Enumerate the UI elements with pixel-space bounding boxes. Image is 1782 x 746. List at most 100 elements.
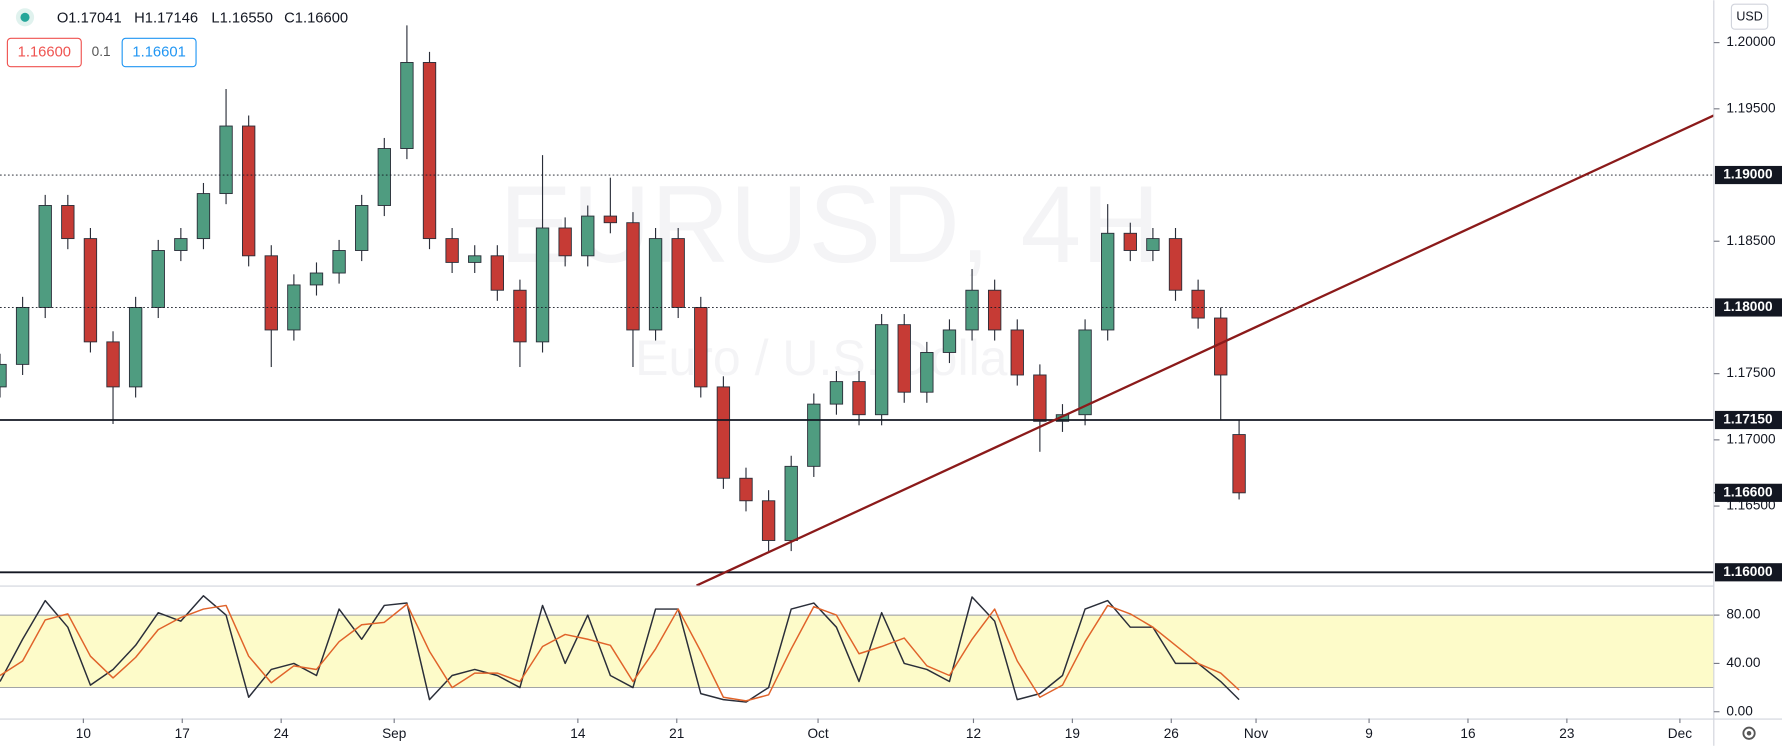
- candle-body: [1168, 238, 1183, 291]
- candle-body: [807, 403, 821, 467]
- buy-button[interactable]: [121, 37, 197, 68]
- trend-line: [696, 114, 1714, 586]
- candle-body: [61, 205, 75, 240]
- candle-body: [377, 148, 391, 206]
- candle-body: [1191, 289, 1205, 319]
- x-tick-label: 12: [966, 726, 981, 741]
- candle-body: [897, 324, 911, 393]
- last-price-label: 1.16600: [1723, 484, 1773, 499]
- candle-body: [1078, 329, 1092, 416]
- spread: 0.1: [92, 44, 111, 59]
- candle-body: [1232, 434, 1246, 494]
- x-tick-label: 17: [175, 726, 190, 741]
- candle-body: [83, 238, 98, 343]
- candle-body: [1123, 232, 1137, 251]
- candle-body: [174, 238, 188, 251]
- x-tick-label: Nov: [1244, 726, 1268, 741]
- y-tick-label: 1.17000: [1726, 431, 1776, 446]
- candle-body: [332, 250, 346, 274]
- candle-body: [558, 227, 572, 257]
- candle-body: [535, 227, 550, 343]
- gear-ring[interactable]: [1742, 726, 1756, 740]
- y-tick-label: 1.17500: [1726, 365, 1776, 380]
- candle-body: [626, 222, 640, 331]
- symbol-status-dot: [20, 12, 30, 22]
- ohlc-open: O1.17041: [57, 10, 122, 26]
- candle-body: [1055, 414, 1070, 422]
- ohlc-high: H1.17146: [134, 10, 198, 26]
- candle-body: [400, 62, 414, 149]
- x-tick-label: 23: [1559, 726, 1574, 741]
- x-tick-label: 16: [1460, 726, 1475, 741]
- candle-body: [513, 289, 527, 343]
- candle-body: [468, 255, 482, 263]
- y-tick-label: 80.00: [1726, 607, 1761, 622]
- level-label-box: [1714, 298, 1782, 317]
- stochastic-panel: [0, 595, 1714, 703]
- legend-header: O1.17041 H1.17146 L1.16550 C1.16600 1.16…: [6, 3, 1769, 740]
- y-tick-label: 0.00: [1726, 703, 1753, 718]
- sell-price[interactable]: 1.16600: [18, 44, 71, 60]
- candle-body: [987, 289, 1002, 331]
- x-tick-label: Sep: [382, 726, 406, 741]
- candle-body: [38, 205, 52, 308]
- oscillator-line: [0, 595, 1240, 703]
- oscillator-line: [0, 603, 1240, 702]
- candle-body: [942, 329, 957, 353]
- settings-gear[interactable]: [1742, 726, 1756, 740]
- candle-body: [355, 205, 369, 251]
- axis-labels: 1.200001.195001.185001.175001.170001.165…: [76, 34, 1782, 741]
- candle-body: [0, 363, 7, 388]
- candle-body: [694, 306, 708, 388]
- candle-body: [671, 238, 685, 308]
- x-tick-label: 26: [1164, 726, 1179, 741]
- candle-body: [1101, 232, 1115, 331]
- currency-button[interactable]: [1730, 3, 1769, 30]
- level-label: 1.17150: [1723, 412, 1773, 427]
- level-label: 1.19000: [1723, 167, 1773, 182]
- x-tick-label: Dec: [1668, 726, 1692, 741]
- last-price-box: [1714, 483, 1782, 502]
- ohlc-close: C1.16600: [284, 10, 348, 26]
- x-tick-label: 21: [669, 726, 684, 741]
- candle-body: [739, 477, 753, 502]
- y-tick-label: 1.19500: [1726, 100, 1776, 115]
- y-tick-label: 1.18500: [1726, 233, 1776, 248]
- candle-body: [761, 500, 776, 541]
- level-label-box: [1714, 165, 1782, 185]
- gear-hub[interactable]: [1746, 730, 1752, 736]
- candle-body: [241, 125, 256, 257]
- candle-body: [1010, 329, 1024, 376]
- x-tick-label: 9: [1365, 726, 1373, 741]
- candle-body: [581, 215, 595, 257]
- candle-body: [648, 238, 663, 331]
- candle-body: [965, 289, 979, 331]
- x-tick-label: 24: [274, 726, 290, 741]
- ohlc-low: L1.16550: [211, 10, 273, 26]
- candle-body: [1146, 238, 1160, 251]
- candle-body: [196, 193, 211, 240]
- level-label-box: [1714, 563, 1782, 582]
- watermark-symbol: EURUSD, 4H: [499, 164, 1160, 286]
- candle-body: [784, 465, 798, 541]
- candle-body: [874, 324, 889, 416]
- x-tick-label: Oct: [807, 726, 828, 741]
- x-tick-label: 19: [1065, 726, 1080, 741]
- candle-body: [219, 125, 233, 195]
- candle-body: [106, 341, 120, 388]
- buy-price: 1.16601: [132, 44, 185, 60]
- candle-body: [445, 238, 459, 263]
- candle-body: [15, 306, 30, 365]
- candle-body: [128, 306, 143, 388]
- candle-body: [264, 255, 278, 331]
- candle-body: [920, 352, 934, 393]
- watermark-subtitle: Euro / U.S. Dollar: [635, 330, 1024, 386]
- candle-body: [603, 215, 618, 224]
- candle-body: [852, 381, 866, 416]
- sell-button[interactable]: [6, 37, 82, 68]
- currency-label[interactable]: USD: [1736, 10, 1762, 24]
- y-tick-label: 40.00: [1726, 655, 1761, 670]
- level-label: 1.16000: [1723, 564, 1773, 579]
